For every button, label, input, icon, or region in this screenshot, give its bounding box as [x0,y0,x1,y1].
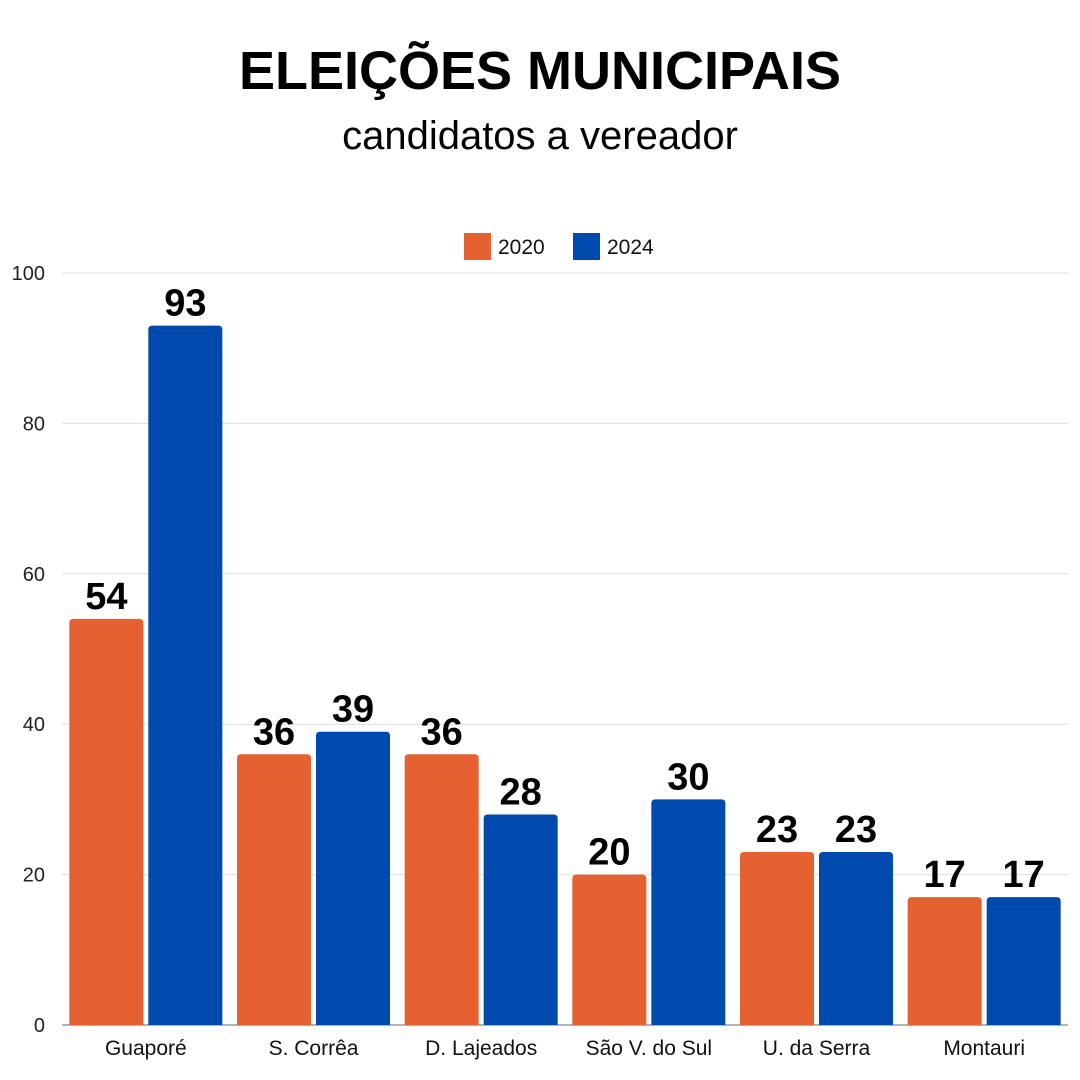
bar-2020 [237,754,311,1025]
bar-2024 [819,852,893,1025]
x-tick-label: Montauri [943,1037,1025,1060]
bar-2020 [740,852,814,1025]
data-label: 36 [253,711,295,753]
bar-2024 [986,897,1061,1025]
legend-swatch-2024 [573,233,600,260]
legend-label-2024: 2024 [607,236,654,259]
bar-2024 [148,325,223,1025]
bar-2024 [316,731,390,1025]
y-tick-label: 100 [12,263,45,285]
legend-swatch-2020 [464,233,491,260]
x-tick-label: S. Corrêa [269,1037,359,1060]
x-tick-label: Guaporé [105,1037,187,1060]
data-label: 23 [756,809,798,851]
bar-2020 [907,897,982,1025]
chart-subtitle: candidatos a vereador [342,114,738,158]
chart-title: ELEIÇÕES MUNICIPAIS [238,41,842,101]
data-label: 23 [835,809,877,851]
bar-2020 [404,754,479,1025]
data-label: 93 [164,283,206,325]
data-label: 36 [421,711,463,753]
y-tick-label: 60 [23,564,45,586]
x-tick-label: U. da Serra [763,1037,871,1060]
data-label: 17 [1003,854,1045,896]
data-label: 30 [667,756,709,798]
bar-2020 [572,874,647,1025]
data-label: 28 [500,771,542,813]
bar-2020 [69,618,144,1025]
data-label: 54 [85,576,127,618]
y-tick-label: 40 [23,714,45,736]
data-label: 39 [332,689,374,731]
bar-2024 [483,814,558,1025]
legend-label-2020: 2020 [498,236,545,259]
y-tick-label: 20 [23,865,45,887]
data-label: 17 [924,854,966,896]
data-label: 20 [588,832,630,874]
y-tick-label: 0 [34,1015,45,1037]
bar-2024 [651,799,726,1025]
x-tick-label: São V. do Sul [586,1037,713,1060]
x-tick-label: D. Lajeados [425,1037,537,1060]
y-tick-label: 80 [23,413,45,435]
